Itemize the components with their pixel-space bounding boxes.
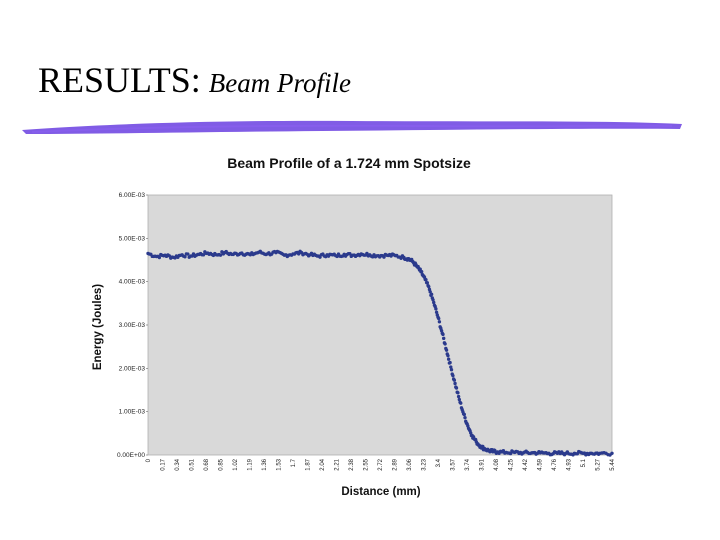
y-tick-label: 0.00E+00: [117, 452, 145, 459]
x-tick-label: 3.4: [436, 458, 442, 467]
data-point: [201, 253, 206, 257]
x-tick-label: 0.85: [219, 458, 225, 470]
data-point: [610, 451, 614, 455]
x-tick-label: 0.68: [204, 458, 210, 470]
plot-area: [147, 194, 613, 456]
data-point: [463, 415, 467, 420]
data-point: [453, 381, 457, 386]
x-tick-label: 3.06: [407, 458, 413, 470]
y-tick-label: 3.00E-03: [119, 322, 146, 329]
x-tick-label: 3.91: [480, 458, 486, 470]
data-point: [456, 391, 460, 395]
data-point: [437, 320, 442, 324]
data-point: [456, 394, 461, 399]
x-tick-label: 1.19: [248, 458, 254, 470]
data-point: [348, 252, 352, 256]
x-tick-label: 1.02: [233, 458, 239, 470]
data-point: [459, 401, 463, 405]
slide-title-main: RESULTS:: [38, 60, 201, 100]
data-point: [427, 284, 431, 289]
y-tick-label: 5.00E-03: [119, 235, 146, 242]
data-point: [444, 348, 449, 352]
title-underline-stroke: [22, 120, 682, 134]
x-tick-label: 3.23: [422, 458, 428, 470]
data-point: [446, 353, 450, 358]
data-point: [437, 316, 441, 321]
x-tick-label: 4.76: [552, 458, 558, 470]
data-point: [418, 267, 422, 271]
data-point: [157, 255, 162, 260]
data-point: [425, 281, 430, 285]
data-point: [439, 328, 444, 333]
y-tick-label: 1.00E-03: [119, 409, 146, 416]
y-tick-label: 4.00E-03: [119, 279, 146, 286]
y-axis-label: Energy (Joules): [92, 284, 104, 370]
data-point: [424, 278, 428, 282]
data-point: [443, 342, 447, 346]
data-point: [454, 386, 459, 390]
data-point: [218, 253, 223, 257]
data-point: [183, 255, 187, 259]
x-tick-label: 0.51: [190, 458, 196, 470]
x-tick-label: 5.44: [610, 458, 616, 470]
data-point: [451, 373, 455, 378]
x-tick-label: 1.53: [277, 458, 283, 470]
data-point: [462, 412, 466, 417]
x-axis-ticks: 0 0.17 0.34 0.51 0.68 0.85 1.02 1.19 1.36 1.53 1.7…: [146, 458, 616, 470]
data-point: [441, 332, 445, 337]
x-tick-label: 2.04: [320, 458, 326, 470]
x-tick-label: 2.21: [335, 458, 341, 470]
data-point: [434, 307, 438, 311]
x-tick-label: 2.89: [393, 458, 399, 470]
data-point: [449, 368, 454, 372]
data-point: [432, 300, 436, 305]
data-point: [419, 269, 424, 274]
data-point: [441, 336, 446, 341]
x-tick-label: 1.7: [291, 458, 297, 467]
x-tick-label: 1.36: [262, 458, 268, 470]
data-point: [382, 255, 386, 259]
x-tick-label: 4.59: [538, 458, 544, 470]
data-point: [446, 357, 451, 361]
data-point: [296, 252, 301, 256]
x-tick-label: 2.55: [364, 458, 370, 470]
x-tick-label: 4.93: [567, 458, 573, 470]
data-point: [452, 378, 457, 382]
data-point: [399, 256, 403, 260]
data-point: [469, 431, 473, 435]
data-point: [448, 360, 452, 365]
x-tick-label: 2.38: [349, 458, 355, 470]
x-tick-label: 1.87: [306, 458, 312, 470]
x-tick-label: 2.72: [378, 458, 384, 470]
x-tick-label: 0.17: [161, 458, 167, 470]
x-tick-label: 0.34: [175, 458, 181, 470]
data-point: [501, 448, 506, 453]
data-point: [429, 292, 434, 297]
y-axis-ticks: 0.00E+00 1.00E-03 2.00E-03 3.00E-03 4.00E-03…: [117, 192, 148, 459]
data-point: [431, 298, 435, 302]
y-tick-label: 2.00E-03: [119, 365, 146, 372]
x-tick-label: 5.27: [596, 458, 602, 470]
data-point: [428, 290, 432, 294]
data-point: [508, 451, 513, 456]
x-tick-label: 0: [146, 458, 152, 462]
chart-title: Beam Profile of a 1.724 mm Spotsize: [227, 155, 471, 171]
data-point: [186, 252, 190, 256]
x-tick-label: 5.1: [581, 458, 587, 467]
x-tick-label: 3.57: [451, 458, 457, 470]
x-tick-label: 4.08: [494, 458, 500, 470]
data-point: [457, 397, 462, 402]
slide-title-subtitle: Beam Profile: [208, 68, 351, 98]
x-axis-label: Distance (mm): [341, 486, 420, 498]
slide-title: RESULTS: Beam Profile: [38, 62, 351, 98]
x-tick-label: 4.25: [509, 458, 515, 470]
data-point: [318, 255, 322, 259]
x-tick-label: 3.74: [465, 458, 471, 470]
data-points: [146, 249, 614, 457]
data-point: [449, 365, 453, 369]
data-point: [434, 310, 439, 314]
y-tick-label: 6.00E-03: [119, 192, 146, 199]
x-tick-label: 4.42: [523, 458, 529, 470]
